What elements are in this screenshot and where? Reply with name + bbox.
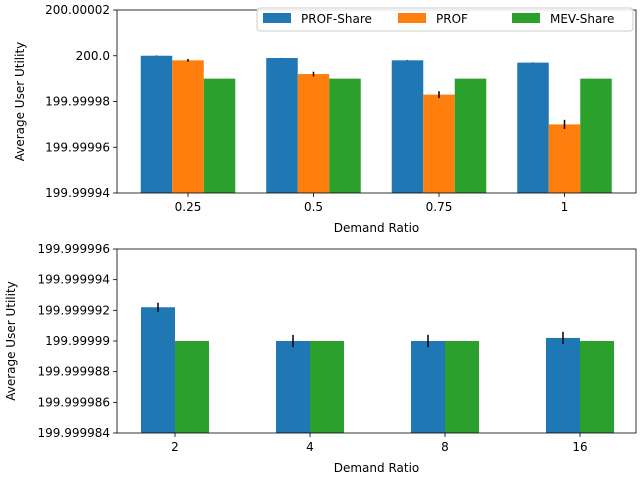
bar-mev-share-8 xyxy=(445,341,479,433)
legend-swatch-mev-share xyxy=(512,13,540,23)
y-tick-label: 200.00002 xyxy=(45,3,110,17)
bar-mev-share-0.25 xyxy=(203,78,236,193)
bar-prof-0.5 xyxy=(297,74,330,193)
x-tick-label: 0.75 xyxy=(426,200,453,214)
y-axis-label: Average User Utility xyxy=(13,42,27,162)
legend-label-prof: PROF xyxy=(436,12,468,26)
bar-prof-share-0.5 xyxy=(266,58,298,193)
x-tick-label: 16 xyxy=(572,440,587,454)
x-tick-label: 4 xyxy=(306,440,314,454)
legend-label-prof-share: PROF-Share xyxy=(301,12,372,26)
legend-swatch-prof xyxy=(398,13,426,23)
legend: PROF-Share PROF MEV-Share xyxy=(256,7,634,32)
y-tick-label: 199.999988 xyxy=(37,365,110,379)
bar-prof-share-1 xyxy=(517,62,549,193)
y-tick-label: 199.99996 xyxy=(45,140,110,154)
bar-prof-1 xyxy=(548,124,581,193)
y-tick-label: 199.999984 xyxy=(37,426,110,440)
bar-prof-0.25 xyxy=(172,60,204,194)
bottom-subplot: 2 4 8 16 199.999984 199.999986 199.999988 199.9… xyxy=(4,242,637,475)
bar-prof-share-0.75 xyxy=(391,60,424,194)
bar-prof-share-0.25 xyxy=(140,55,173,193)
bar-prof-share-8 xyxy=(411,341,445,433)
y-tick-label: 199.99994 xyxy=(45,186,110,200)
top-subplot: 0.25 0.5 0.75 1 199.99994 199.99996 199.99998 2… xyxy=(13,3,637,235)
bar-mev-share-0.75 xyxy=(454,78,487,193)
y-tick-label: 199.999986 xyxy=(37,395,110,409)
bar-mev-share-1 xyxy=(580,78,612,193)
y-tick-label: 199.999992 xyxy=(37,303,110,317)
x-tick-label: 0.25 xyxy=(175,200,202,214)
x-tick-label: 2 xyxy=(171,440,179,454)
bar-mev-share-4 xyxy=(310,341,344,433)
bar-prof-share-16 xyxy=(546,337,580,433)
x-tick-label: 0.5 xyxy=(304,200,323,214)
x-tick-label: 8 xyxy=(441,440,449,454)
y-tick-label: 199.999996 xyxy=(37,242,110,256)
x-axis-label: Demand Ratio xyxy=(334,461,420,475)
bar-mev-share-16 xyxy=(580,341,614,433)
bar-mev-share-2 xyxy=(175,341,209,433)
axes-frame xyxy=(116,248,637,434)
y-tick-label: 199.999994 xyxy=(37,273,110,287)
bar-prof-share-2 xyxy=(141,307,175,433)
y-axis-label: Average User Utility xyxy=(4,281,18,401)
x-tick-label: 1 xyxy=(561,200,569,214)
bar-prof-share-4 xyxy=(276,341,310,433)
y-tick-label: 199.99999 xyxy=(45,334,110,348)
legend-swatch-prof-share xyxy=(263,13,291,23)
y-tick-label: 199.99998 xyxy=(45,95,110,109)
bar-prof-0.75 xyxy=(423,94,455,193)
bar-mev-share-0.5 xyxy=(329,78,361,193)
y-tick-label: 200.0 xyxy=(76,49,110,63)
legend-label-mev-share: MEV-Share xyxy=(550,12,614,26)
x-axis-label: Demand Ratio xyxy=(334,221,420,235)
